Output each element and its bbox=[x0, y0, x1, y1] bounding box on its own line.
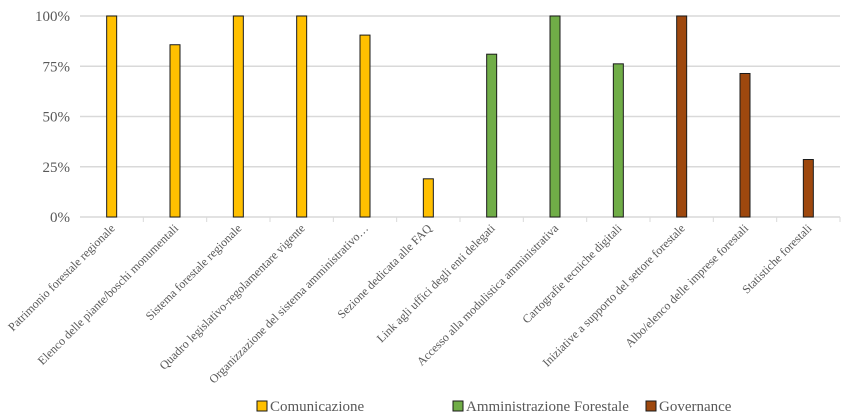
y-tick-label: 75% bbox=[43, 59, 71, 75]
x-tick-label: Statistiche forestali bbox=[739, 221, 815, 297]
legend-item: Comunicazione bbox=[256, 399, 364, 415]
bar bbox=[802, 159, 814, 218]
legend-swatch bbox=[452, 400, 464, 412]
x-tick-label: Elenco delle piante/boschi monumentali bbox=[35, 221, 182, 368]
bar bbox=[676, 15, 688, 218]
bar bbox=[612, 63, 624, 218]
x-tick-label: Accesso alla modulistica amministrativa bbox=[414, 221, 562, 369]
bar bbox=[549, 15, 561, 218]
bar bbox=[359, 34, 371, 218]
legend-item: Governance bbox=[645, 399, 732, 415]
bar bbox=[422, 178, 434, 218]
bar bbox=[739, 72, 751, 218]
bar bbox=[232, 15, 244, 218]
bars bbox=[106, 15, 814, 218]
bar bbox=[486, 53, 498, 218]
legend-swatch bbox=[645, 400, 657, 412]
x-tick-label: Patrimonio forestale regionale bbox=[5, 221, 118, 334]
x-tick-label: Albo/elenco delle imprese forestali bbox=[622, 221, 751, 350]
bar bbox=[169, 44, 181, 218]
bar bbox=[296, 15, 308, 218]
bar bbox=[106, 15, 118, 218]
y-tick-label: 100% bbox=[35, 9, 70, 25]
legend: Comunicazione Amministrazione Forestale Go… bbox=[256, 399, 732, 415]
legend-label: Amministrazione Forestale bbox=[466, 399, 629, 415]
x-tick-label: Link agli uffici degli enti delegati bbox=[374, 221, 498, 345]
y-tick-label: 0% bbox=[50, 210, 70, 226]
gridlines bbox=[80, 15, 840, 218]
y-tick-label: 50% bbox=[43, 110, 71, 126]
legend-swatch bbox=[256, 400, 268, 412]
x-tick-label: Iniziative a supporto del settore forest… bbox=[540, 221, 688, 369]
legend-label: Governance bbox=[659, 399, 732, 415]
legend-label: Comunicazione bbox=[270, 399, 364, 415]
y-tick-label: 25% bbox=[43, 160, 71, 176]
legend-item: Amministrazione Forestale bbox=[452, 399, 629, 415]
y-axis-ticks: 0% 25% 50% 75% 100% bbox=[35, 9, 70, 226]
